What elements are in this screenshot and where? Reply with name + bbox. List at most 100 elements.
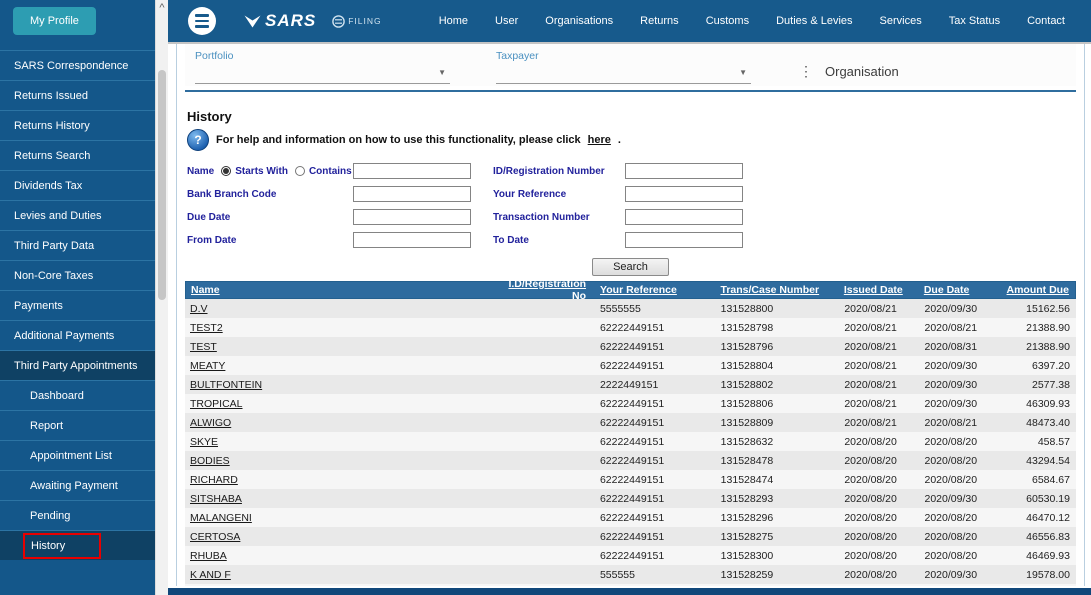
bank-branch-input[interactable]: [353, 186, 471, 202]
name-link[interactable]: ALWIGO: [190, 416, 232, 429]
nav-item[interactable]: Duties & Levies: [776, 15, 853, 27]
sidebar-item[interactable]: Third Party Appointments: [0, 350, 155, 380]
name-link[interactable]: SKYE: [190, 435, 219, 448]
sidebar-item[interactable]: Third Party Data: [0, 230, 155, 260]
name-link[interactable]: TEST: [190, 340, 217, 353]
nav-item[interactable]: Customs: [705, 15, 750, 27]
nav-item[interactable]: Tax Status: [948, 15, 1001, 27]
help-icon[interactable]: ?: [187, 129, 209, 151]
sidebar-item[interactable]: Dividends Tax: [0, 170, 155, 200]
taxpayer-select[interactable]: ▼: [496, 62, 751, 84]
cell-issued-date: 2020/08/21: [844, 340, 897, 353]
help-row: ? For help and information on how to use…: [187, 129, 1076, 151]
column-header-issued-date[interactable]: Issued Date: [843, 284, 903, 296]
sidebar-item[interactable]: Payments: [0, 290, 155, 320]
sidebar-item[interactable]: History: [0, 530, 155, 560]
cell-your-reference: 62222449151: [599, 511, 665, 524]
table-row: MALANGENI 62222449151 131528296 2020/08/…: [185, 508, 1076, 527]
cell-your-reference: 62222449151: [599, 416, 665, 429]
cell-due-date: 2020/08/20: [924, 511, 978, 524]
sidebar-item[interactable]: SARS Correspondence: [0, 50, 155, 80]
hamburger-menu-icon[interactable]: [188, 7, 216, 35]
contains-radio[interactable]: [294, 166, 305, 176]
sars-logo-text: SARS: [265, 11, 317, 30]
sidebar-item-label: Non-Core Taxes: [14, 269, 94, 282]
name-link[interactable]: CERTOSA: [190, 530, 241, 543]
name-link[interactable]: BULTFONTEIN: [190, 378, 263, 391]
scrollbar-thumb[interactable]: [158, 70, 166, 300]
name-link[interactable]: SITSHABA: [190, 492, 242, 505]
nav-item[interactable]: Returns: [640, 15, 679, 27]
id-reg-input[interactable]: [625, 163, 743, 179]
sidebar: My Profile SARS Correspondence Returns I…: [0, 0, 155, 595]
cell-due-date: 2020/08/20: [924, 454, 978, 467]
sidebar-item[interactable]: Non-Core Taxes: [0, 260, 155, 290]
sidebar-scrollbar[interactable]: ^: [155, 0, 168, 595]
cell-your-reference: 2222449151: [599, 378, 659, 391]
sidebar-item[interactable]: Returns History: [0, 110, 155, 140]
cell-due-date: 2020/08/20: [924, 435, 978, 448]
from-date-input[interactable]: [353, 232, 471, 248]
sidebar-item[interactable]: Levies and Duties: [0, 200, 155, 230]
sidebar-menu: SARS Correspondence Returns Issued Retur…: [0, 50, 155, 560]
cell-your-reference: 62222449151: [599, 435, 665, 448]
table-header-row: Name I.D/Registration No Your Reference …: [185, 278, 1076, 302]
column-header-trans-case-number[interactable]: Trans/Case Number: [720, 284, 820, 296]
transaction-number-input[interactable]: [625, 209, 743, 225]
name-link[interactable]: MALANGENI: [190, 511, 252, 524]
column-header-due-date[interactable]: Due Date: [923, 284, 970, 296]
kebab-menu-icon[interactable]: ⋮: [799, 63, 813, 79]
cell-amount-due: 19578.00: [1026, 568, 1070, 581]
cell-issued-date: 2020/08/21: [844, 359, 897, 372]
name-link[interactable]: D.V: [190, 302, 208, 315]
chevron-down-icon: ▼: [438, 68, 446, 77]
cell-your-reference: 555555: [599, 568, 635, 581]
top-nav-links: Home User Organisations Returns Customs Dutie…: [439, 15, 1091, 27]
nav-item[interactable]: User: [495, 15, 519, 27]
sidebar-item[interactable]: Dashboard: [0, 380, 155, 410]
name-link[interactable]: RHUBA: [190, 549, 227, 562]
name-link[interactable]: TEST2: [190, 321, 223, 334]
cell-your-reference: 62222449151: [599, 473, 665, 486]
starts-with-radio[interactable]: [221, 166, 232, 176]
my-profile-button[interactable]: My Profile: [13, 7, 96, 35]
sidebar-item[interactable]: Appointment List: [0, 440, 155, 470]
nav-item[interactable]: Contact: [1027, 15, 1065, 27]
name-link[interactable]: BODIES: [190, 454, 230, 467]
cell-trans-case-number: 131528632: [720, 435, 774, 448]
search-button[interactable]: Search: [592, 258, 669, 276]
sidebar-item[interactable]: Report: [0, 410, 155, 440]
cell-issued-date: 2020/08/21: [844, 378, 897, 391]
nav-item[interactable]: Services: [879, 15, 922, 27]
sidebar-item[interactable]: Awaiting Payment: [0, 470, 155, 500]
due-date-input[interactable]: [353, 209, 471, 225]
sidebar-item[interactable]: Returns Issued: [0, 80, 155, 110]
name-input[interactable]: [353, 163, 471, 179]
name-link[interactable]: K AND F: [190, 568, 231, 581]
cell-name: MEATY: [185, 360, 497, 372]
your-reference-input[interactable]: [625, 186, 743, 202]
sidebar-item[interactable]: Pending: [0, 500, 155, 530]
column-header-name[interactable]: Name: [191, 284, 220, 296]
name-link[interactable]: MEATY: [190, 359, 226, 372]
nav-item[interactable]: Organisations: [545, 15, 614, 27]
column-header-amount-due[interactable]: Amount Due: [1006, 284, 1069, 296]
name-link[interactable]: RICHARD: [190, 473, 238, 486]
column-header-your-reference[interactable]: Your Reference: [600, 284, 677, 296]
sidebar-item[interactable]: Additional Payments: [0, 320, 155, 350]
cell-trans-case-number: 131528478: [720, 454, 774, 467]
help-link[interactable]: here: [587, 134, 611, 146]
portfolio-select[interactable]: ▼: [195, 62, 450, 84]
footer-bar: [168, 588, 1091, 595]
to-date-input[interactable]: [625, 232, 743, 248]
cell-your-reference: 62222449151: [599, 321, 665, 334]
nav-item[interactable]: Home: [438, 15, 469, 27]
name-link[interactable]: TROPICAL: [190, 397, 243, 410]
scroll-up-icon[interactable]: ^: [159, 2, 165, 14]
cell-due-date: 2020/08/20: [924, 549, 978, 562]
sidebar-item-label: Levies and Duties: [14, 209, 102, 222]
cell-due-date: 2020/09/30: [924, 359, 978, 372]
cell-your-reference: 62222449151: [599, 492, 665, 505]
sidebar-item[interactable]: Returns Search: [0, 140, 155, 170]
